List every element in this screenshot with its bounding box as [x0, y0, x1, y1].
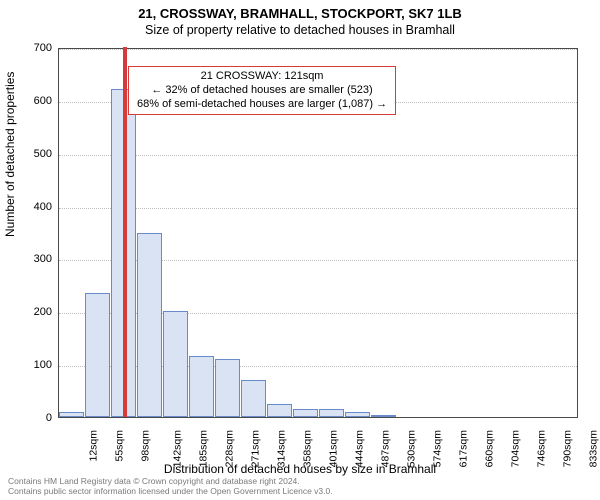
histogram-bar: [85, 293, 110, 417]
y-tick-label: 600: [22, 95, 52, 107]
y-tick-label: 700: [22, 42, 52, 54]
x-tick-label: 98sqm: [139, 430, 151, 462]
chart-titles: 21, CROSSWAY, BRAMHALL, STOCKPORT, SK7 1…: [0, 0, 600, 37]
y-tick-label: 100: [22, 359, 52, 371]
footer-attribution: Contains HM Land Registry data © Crown c…: [8, 477, 333, 497]
y-axis-label: Number of detached properties: [3, 72, 17, 237]
grid-line: [59, 155, 577, 156]
histogram-bar: [371, 415, 396, 417]
histogram-bar: [241, 380, 266, 417]
histogram-bar: [267, 404, 292, 417]
annotation-line3: 68% of semi-detached houses are larger (…: [137, 98, 387, 112]
histogram-bar: [189, 356, 214, 417]
y-tick-label: 400: [22, 201, 52, 213]
title-address: 21, CROSSWAY, BRAMHALL, STOCKPORT, SK7 1…: [0, 6, 600, 21]
annotation-box: 21 CROSSWAY: 121sqm ← 32% of detached ho…: [128, 66, 396, 115]
histogram-bar: [319, 409, 344, 417]
title-subtitle: Size of property relative to detached ho…: [0, 23, 600, 37]
chart-area: 21 CROSSWAY: 121sqm ← 32% of detached ho…: [58, 48, 578, 418]
grid-line: [59, 208, 577, 209]
x-tick-label: 55sqm: [113, 430, 125, 462]
y-tick-label: 0: [22, 412, 52, 424]
grid-line: [59, 49, 577, 50]
y-tick-label: 300: [22, 253, 52, 265]
annotation-line2: ← 32% of detached houses are smaller (52…: [137, 84, 387, 98]
histogram-bar: [345, 412, 370, 417]
x-tick-label: 12sqm: [88, 430, 100, 462]
annotation-line1: 21 CROSSWAY: 121sqm: [137, 70, 387, 84]
footer-line2: Contains public sector information licen…: [8, 487, 333, 497]
y-tick-label: 200: [22, 306, 52, 318]
histogram-bar: [59, 412, 84, 417]
histogram-bar: [215, 359, 240, 417]
x-axis-label: Distribution of detached houses by size …: [0, 462, 600, 476]
histogram-bar: [293, 409, 318, 417]
histogram-bar: [163, 311, 188, 417]
y-tick-label: 500: [22, 148, 52, 160]
histogram-bar: [137, 233, 162, 417]
highlight-marker: [123, 47, 127, 417]
